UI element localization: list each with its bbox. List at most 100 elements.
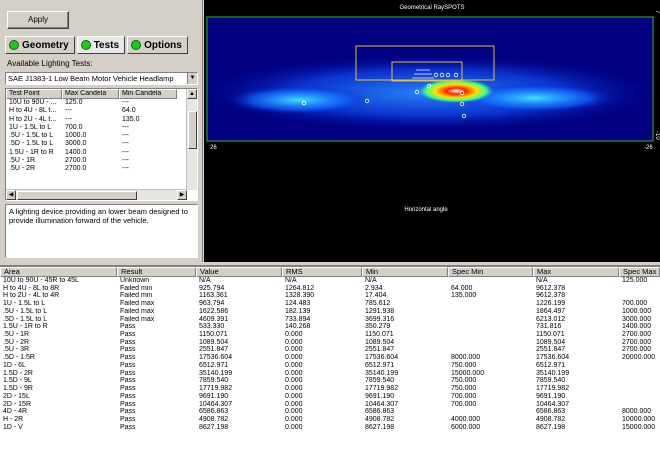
test-list-row[interactable]: .5U - 2R 2700.0 --- (6, 165, 197, 173)
table-cell: 0.000 (285, 408, 303, 416)
test-point-marker (439, 72, 445, 78)
apply-button[interactable]: Apply (7, 11, 69, 29)
table-cell: 8627.198 (199, 423, 229, 431)
table-cell: Pass (120, 346, 136, 354)
test-point-marker (426, 83, 432, 89)
table-row[interactable]: .5U - 1R Pass 1150.071 0.000 1150.071 1150.07… (0, 331, 660, 339)
table-cell: Unknown (120, 277, 150, 284)
col-min[interactable]: Min (362, 267, 448, 277)
vscroll-thumb[interactable] (188, 111, 197, 149)
table-cell (448, 277, 533, 285)
scroll-left-icon[interactable]: ◀ (6, 190, 16, 200)
table-row[interactable]: 10U to 90U - 45R to 45L Unknown N/A N/A N/A N… (0, 277, 660, 285)
col-min-candela[interactable]: Min Candela (119, 89, 177, 99)
test-list-cell: 1400.0 (65, 148, 87, 156)
table-cell: 1089.504 (365, 338, 395, 346)
table-row[interactable]: .5U - 1.5L to L Failed max 1622.586 182.139… (0, 308, 660, 316)
tab-tests[interactable]: Tests (76, 36, 126, 54)
test-point-list: Test Point Max Candela Min Candela 10U t… (5, 88, 198, 201)
test-list-row[interactable]: .5U - 1.5L to L 1000.0 --- (6, 132, 197, 140)
scroll-up-icon[interactable]: ▲ (187, 89, 197, 99)
chevron-down-icon[interactable]: ▼ (187, 73, 197, 84)
table-row[interactable]: 4D - 4R Pass 6586.863 0.000 6586.863 6586.863… (0, 408, 660, 416)
table-cell: 140.268 (285, 323, 311, 331)
table-cell: 17719.982 (365, 385, 399, 393)
table-cell: H to 4U - 8L to 8R (3, 284, 60, 292)
table-cell: Pass (120, 392, 136, 400)
table-cell: 1.5D - 2R (3, 369, 33, 377)
table-row[interactable]: H to 4U - 8L to 8R Failed min 925.794 1264.… (0, 285, 660, 293)
hscroll-thumb[interactable] (17, 191, 137, 200)
test-list-row[interactable]: 1.5U - 1R to R 1400.0 --- (6, 149, 197, 157)
col-value[interactable]: Value (196, 267, 282, 277)
tests-radio-icon (80, 40, 91, 50)
test-list-row[interactable]: 1U - 1.5L to L 700.0 --- (6, 124, 197, 132)
tab-geometry[interactable]: Geometry (5, 36, 75, 54)
test-list-row[interactable]: H to 2U - 4L t... --- 135.0 (6, 116, 197, 124)
table-cell: N/A (199, 277, 211, 284)
test-select[interactable]: SAE J1383-1 Low Beam Motor Vehicle Headl… (5, 72, 198, 85)
table-cell: 1D - V (3, 423, 23, 431)
table-cell (448, 339, 533, 347)
table-row[interactable]: 2D - 15L Pass 9691.190 0.000 9691.190 700.000… (0, 393, 660, 401)
col-rms[interactable]: RMS (282, 267, 362, 277)
table-row[interactable]: 1U - 1.5L to L Failed max 963.794 124.483 78… (0, 300, 660, 308)
table-row[interactable]: .5D - 1.5L to L Failed max 4609.391 733.894… (0, 316, 660, 324)
table-cell: Pass (120, 361, 136, 369)
test-list-row[interactable]: H to 4U - 8L t... --- 64.0 (6, 107, 197, 115)
table-row[interactable]: 1.5D - 9L Pass 7859.540 0.000 7859.540 750.00… (0, 377, 660, 385)
col-spec-max[interactable]: Spec Max (619, 267, 660, 277)
table-row[interactable]: 1.5U - 1R to R Pass 533.330 140.268 350.279 7… (0, 323, 660, 331)
test-list-cell: 2700.0 (65, 165, 87, 173)
table-cell (448, 300, 533, 308)
y-bottom-label: -10 (654, 131, 660, 140)
table-row[interactable]: .5U - 2R Pass 1089.504 0.000 1089.504 1089.50… (0, 339, 660, 347)
table-cell: 35140.199 (199, 369, 233, 377)
table-row[interactable]: H - 2R Pass 4908.782 0.000 4908.782 4000.000 4… (0, 416, 660, 424)
table-cell: 750.000 (451, 377, 477, 385)
scroll-right-icon[interactable]: ▶ (177, 190, 187, 200)
test-list-hscrollbar[interactable]: ◀ ▶ (6, 189, 187, 200)
test-list-cell: 125.0 (65, 99, 83, 106)
test-list-cell: .5U - 1R (9, 157, 36, 165)
table-cell: 35140.199 (365, 369, 399, 377)
test-list-cell: --- (122, 99, 129, 106)
test-list-row[interactable]: .5U - 1R 2700.0 --- (6, 157, 197, 165)
table-cell: 1.5D - 9R (3, 385, 33, 393)
tab-options[interactable]: Options (127, 36, 188, 54)
table-row[interactable]: H to 2U - 4L to 4R Failed min 1163.361 1328… (0, 292, 660, 300)
col-result[interactable]: Result (117, 267, 196, 277)
table-cell: .5U - 1R (3, 331, 30, 339)
table-row[interactable]: 2D - 15R Pass 10464.307 0.000 10464.307 700.0… (0, 401, 660, 409)
col-max[interactable]: Max (533, 267, 619, 277)
table-row[interactable]: 1.5D - 9R Pass 17719.982 0.000 17719.982 750.… (0, 385, 660, 393)
col-spec-min[interactable]: Spec Min (448, 267, 533, 277)
test-list-cell: 1U - 1.5L to L (9, 123, 52, 131)
rayspots-plot[interactable]: Geometrical RaySPOTS Horizontal angle 26… (204, 0, 660, 262)
test-list-vscrollbar[interactable]: ▲ (186, 89, 197, 190)
table-cell (448, 331, 533, 339)
test-list-row[interactable]: 10U to 90U - ... 125.0 --- (6, 99, 197, 107)
table-cell (619, 393, 660, 401)
test-list-cell: 2700.0 (65, 157, 87, 165)
table-cell: Failed max (120, 300, 155, 308)
test-list-cell: --- (122, 132, 129, 140)
test-list-cell: 135.0 (122, 115, 140, 123)
col-area[interactable]: Area (0, 267, 117, 277)
table-cell: 2700.000 (622, 338, 652, 346)
test-list-cell: --- (122, 157, 129, 165)
table-cell: 17536.604 (199, 354, 233, 362)
table-row[interactable]: .5D - 1.5R Pass 17536.604 0.000 17536.604 800… (0, 354, 660, 362)
table-cell: Pass (120, 415, 136, 423)
table-cell: 733.894 (285, 315, 311, 323)
table-row[interactable]: .5U - 3R Pass 2551.847 0.000 2551.847 2551.84… (0, 346, 660, 354)
table-row[interactable]: 1D - 6L Pass 6512.971 0.000 6512.971 750.000 6… (0, 362, 660, 370)
col-max-candela[interactable]: Max Candela (62, 89, 119, 99)
table-cell: 700.000 (451, 400, 477, 408)
table-cell: N/A (285, 277, 297, 284)
table-row[interactable]: 1D - V Pass 8627.198 0.000 8627.198 6000.000 8… (0, 424, 660, 432)
table-cell: 10000.000 (622, 415, 656, 423)
table-row[interactable]: 1.5D - 2R Pass 35140.199 0.000 35140.199 1500… (0, 370, 660, 378)
test-list-row[interactable]: .5D - 1.5L to L 3000.0 --- (6, 140, 197, 148)
col-test-point[interactable]: Test Point (6, 89, 62, 99)
